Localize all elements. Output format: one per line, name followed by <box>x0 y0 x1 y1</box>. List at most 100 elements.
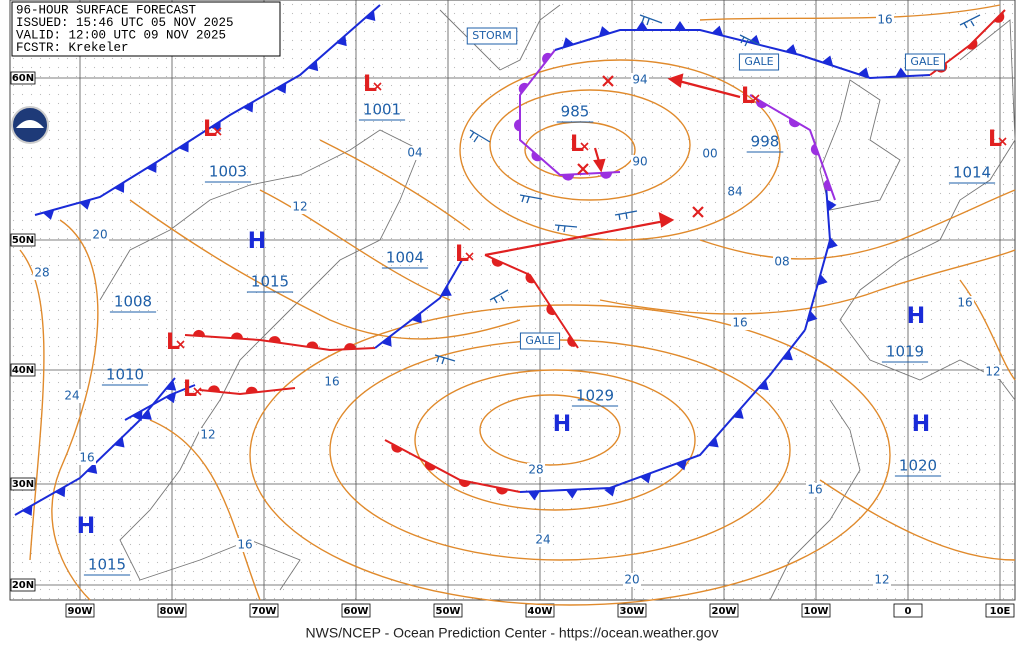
isobar-label-bg <box>731 316 749 330</box>
warning-label: GALE <box>744 55 773 68</box>
isobar-label: 16 <box>79 451 94 465</box>
longitude-label-box <box>985 603 1015 618</box>
center-pressure: 1019 <box>886 343 924 361</box>
front-symbol <box>210 121 221 132</box>
center-x <box>465 252 474 261</box>
front-symbol <box>673 21 686 30</box>
isobar-label: 12 <box>292 200 307 214</box>
front-symbol <box>567 335 577 347</box>
center-symbol: H <box>907 304 925 329</box>
isobar-label-bg <box>873 573 891 587</box>
front-symbol <box>440 285 452 297</box>
coastlines <box>99 4 1016 601</box>
isobar-label-bg <box>534 533 552 547</box>
isobar-label: 12 <box>200 428 215 442</box>
isobar-label-bg <box>63 389 81 403</box>
warning-box <box>738 53 780 71</box>
longitude-label: 40W <box>528 606 553 617</box>
front-symbol <box>344 343 357 350</box>
isobar-label-bg <box>773 255 791 269</box>
longitude-label-box <box>341 603 371 618</box>
center-symbol: L <box>988 127 1002 152</box>
front-line <box>519 49 621 177</box>
front-symbol <box>598 26 611 37</box>
front-symbol <box>821 55 834 66</box>
center-x <box>580 142 589 151</box>
front-symbol <box>245 386 258 394</box>
center-symbol: H <box>553 412 571 437</box>
front-symbol <box>113 436 125 448</box>
front-symbol <box>518 82 529 94</box>
front-symbol <box>600 172 613 179</box>
center-x <box>213 127 222 136</box>
front-symbol <box>707 436 719 448</box>
center-pressure: 998 <box>751 133 780 151</box>
isobar-label-bg <box>406 146 424 160</box>
front-symbol <box>967 39 978 50</box>
front-symbol <box>827 199 837 212</box>
front-symbol <box>827 237 838 250</box>
isobar-label: 16 <box>807 483 822 497</box>
front-line <box>749 94 836 201</box>
front-symbol <box>732 408 744 419</box>
front-symbol <box>757 379 769 391</box>
center-pressure: 1029 <box>576 387 614 405</box>
front-line <box>374 259 463 349</box>
front-symbol <box>164 392 177 404</box>
isobar-label-bg <box>701 147 719 161</box>
front-line <box>14 377 176 516</box>
isobar-label: 90 <box>632 155 647 169</box>
longitude-label: 90W <box>68 606 93 617</box>
front-symbol <box>895 67 908 77</box>
latitude-label-box <box>10 363 36 377</box>
front-symbol <box>131 410 143 422</box>
front-symbol <box>817 274 828 286</box>
center-pressure: 1010 <box>106 366 144 384</box>
fronts <box>14 4 1006 516</box>
longitude-label: 0 <box>905 606 912 617</box>
isobar-label: 28 <box>34 266 49 280</box>
longitude-label: 30W <box>620 606 645 617</box>
isobar-label-bg <box>726 185 744 199</box>
longitude-label-box <box>801 603 831 618</box>
longitude-label-box <box>157 603 187 618</box>
center-symbol: H <box>912 412 930 437</box>
front-symbol <box>748 34 761 46</box>
front-symbol <box>86 463 98 474</box>
isobar-label-bg <box>78 451 96 465</box>
longitude-label-box <box>433 603 463 618</box>
isobar-label: 20 <box>624 573 639 587</box>
center-symbol: L <box>741 84 755 109</box>
front-symbol <box>531 151 542 162</box>
footer-credit: NWS/NCEP - Ocean Prediction Center - htt… <box>306 625 719 641</box>
isobar-label: 16 <box>324 375 339 389</box>
center-x <box>751 94 760 103</box>
front-symbol <box>496 487 509 495</box>
front-symbol <box>242 101 254 113</box>
isobar-label: 16 <box>237 538 252 552</box>
isobar-label-bg <box>806 483 824 497</box>
front-symbol <box>424 461 437 471</box>
front-symbol <box>391 443 403 453</box>
isobar-label: 16 <box>732 316 747 330</box>
front-symbol <box>527 491 540 501</box>
longitude-label: 10W <box>804 606 829 617</box>
isobar-label: 94 <box>632 73 647 87</box>
longitude-label: 10E <box>990 606 1011 617</box>
front-symbol <box>336 35 347 47</box>
front-symbol <box>823 179 832 192</box>
latitude-label: 50N <box>12 235 34 246</box>
warning-label: GALE <box>910 55 939 68</box>
warning-box <box>904 53 946 71</box>
wind-barbs <box>434 14 981 365</box>
center-symbol: L <box>570 132 584 157</box>
front-symbol <box>782 349 793 361</box>
front-symbol <box>42 209 55 220</box>
longitude-label-box <box>617 603 647 618</box>
front-symbol <box>546 304 556 316</box>
latitude-label-box <box>10 71 36 85</box>
front-symbol <box>639 472 652 484</box>
isobar-label-bg <box>631 73 649 87</box>
front-symbol <box>165 380 177 391</box>
